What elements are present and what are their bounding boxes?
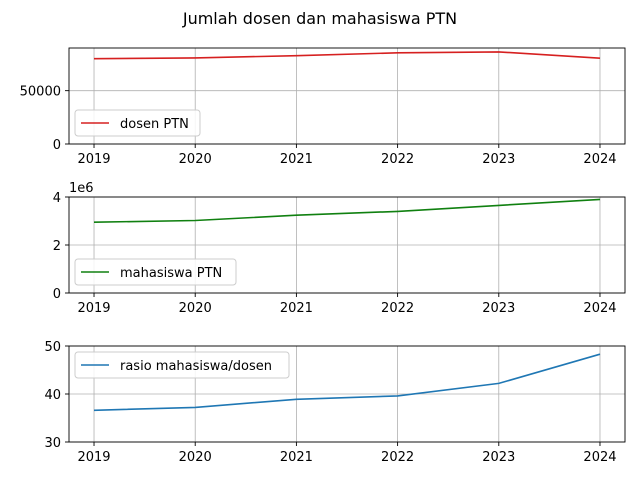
legend-2: mahasiswa PTN [74, 258, 237, 286]
y-tick-label: 50 [44, 340, 61, 355]
x-tick-label: 2022 [381, 301, 414, 316]
x-tick-label: 2019 [77, 152, 110, 167]
y-tick-label: 0 [53, 287, 61, 302]
x-tick-label: 2024 [583, 450, 616, 465]
y-tick-label: 0 [53, 138, 61, 153]
y-tick-label: 40 [44, 388, 61, 403]
x-tick-label: 2019 [77, 450, 110, 465]
legend-label: rasio mahasiswa/dosen [120, 359, 272, 374]
series-line-2 [93, 198, 601, 223]
x-tick-label: 2020 [179, 152, 212, 167]
x-tick-label: 2023 [482, 301, 515, 316]
x-tick-label: 2021 [280, 152, 313, 167]
x-tick-label: 2019 [77, 301, 110, 316]
series-line-1 [93, 51, 601, 60]
x-tick-label: 2022 [381, 450, 414, 465]
y-tick-label: 50000 [20, 85, 61, 100]
y-tick-label: 2 [53, 239, 61, 254]
x-tick-label: 2024 [583, 301, 616, 316]
legend-box [74, 109, 201, 137]
x-tick-label: 2023 [482, 450, 515, 465]
subplot-2: 2019 2020 2021 2022 2023 2024 0 2 4 1e6 mahasiswa … [53, 181, 626, 316]
x-tick-label: 2021 [280, 450, 313, 465]
y-offset-label: 1e6 [69, 181, 94, 196]
legend-label: dosen PTN [120, 117, 189, 132]
x-tick-label: 2022 [381, 152, 414, 167]
legend-box [74, 351, 290, 379]
legend-3: rasio mahasiswa/dosen [74, 351, 290, 379]
legend-1: dosen PTN [74, 109, 201, 137]
x-tick-label: 2023 [482, 152, 515, 167]
y-tick-label: 4 [53, 191, 61, 206]
subplot-1: 2019 2020 2021 2022 2023 2024 0 50000 dosen PTN [20, 47, 626, 167]
series-line-3 [93, 353, 601, 412]
figure-title: Jumlah dosen dan mahasiswa PTN [182, 9, 457, 28]
legend-box [74, 258, 237, 286]
x-tick-label: 2020 [179, 301, 212, 316]
x-tick-label: 2021 [280, 301, 313, 316]
axes-frame [68, 47, 626, 145]
y-tick-label: 30 [44, 436, 61, 451]
legend-label: mahasiswa PTN [120, 266, 222, 281]
x-tick-label: 2020 [179, 450, 212, 465]
subplot-3: 2019 2020 2021 2022 2023 2024 30 40 50 rasio maha… [44, 340, 626, 465]
x-tick-label: 2024 [583, 152, 616, 167]
